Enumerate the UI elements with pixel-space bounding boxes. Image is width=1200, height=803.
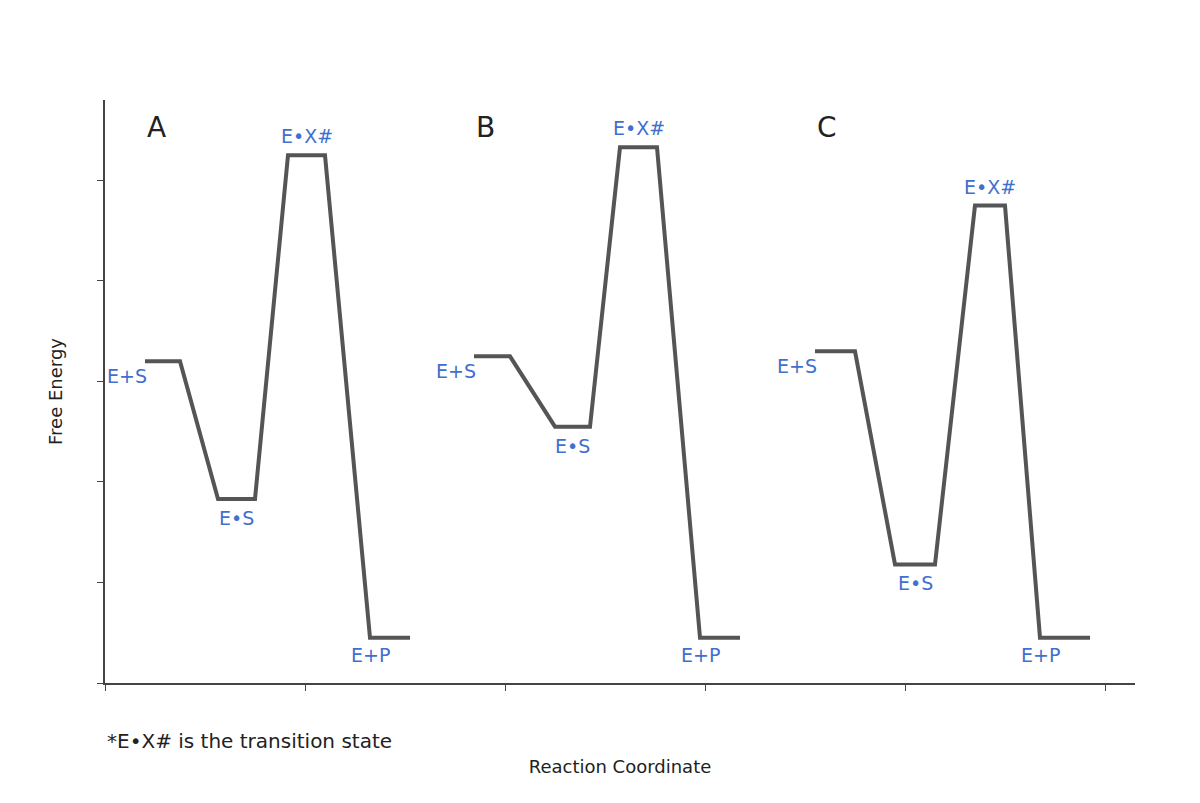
svg-text:E•S: E•S xyxy=(219,507,254,529)
svg-text:E+S: E+S xyxy=(777,355,817,377)
svg-text:E•S: E•S xyxy=(555,435,590,457)
svg-text:C: C xyxy=(817,111,837,144)
svg-text:E•X#: E•X# xyxy=(964,176,1016,198)
svg-text:Free Energy: Free Energy xyxy=(45,338,66,445)
svg-text:E+P: E+P xyxy=(681,644,720,666)
svg-text:*E•X# is the transition state: *E•X# is the transition state xyxy=(107,729,392,753)
svg-text:E•X#: E•X# xyxy=(613,117,665,139)
svg-text:Reaction Coordinate: Reaction Coordinate xyxy=(529,756,712,777)
svg-text:E•S: E•S xyxy=(898,572,933,594)
svg-text:A: A xyxy=(147,111,166,144)
svg-text:E•X#: E•X# xyxy=(281,125,333,147)
svg-text:E+S: E+S xyxy=(436,360,476,382)
svg-text:B: B xyxy=(476,111,495,144)
svg-text:E+S: E+S xyxy=(107,365,147,387)
svg-text:E+P: E+P xyxy=(351,644,390,666)
svg-text:E+P: E+P xyxy=(1021,644,1060,666)
